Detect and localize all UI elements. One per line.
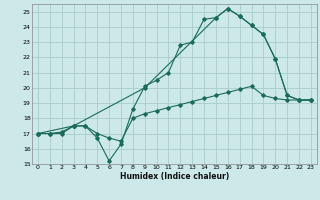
- X-axis label: Humidex (Indice chaleur): Humidex (Indice chaleur): [120, 172, 229, 181]
